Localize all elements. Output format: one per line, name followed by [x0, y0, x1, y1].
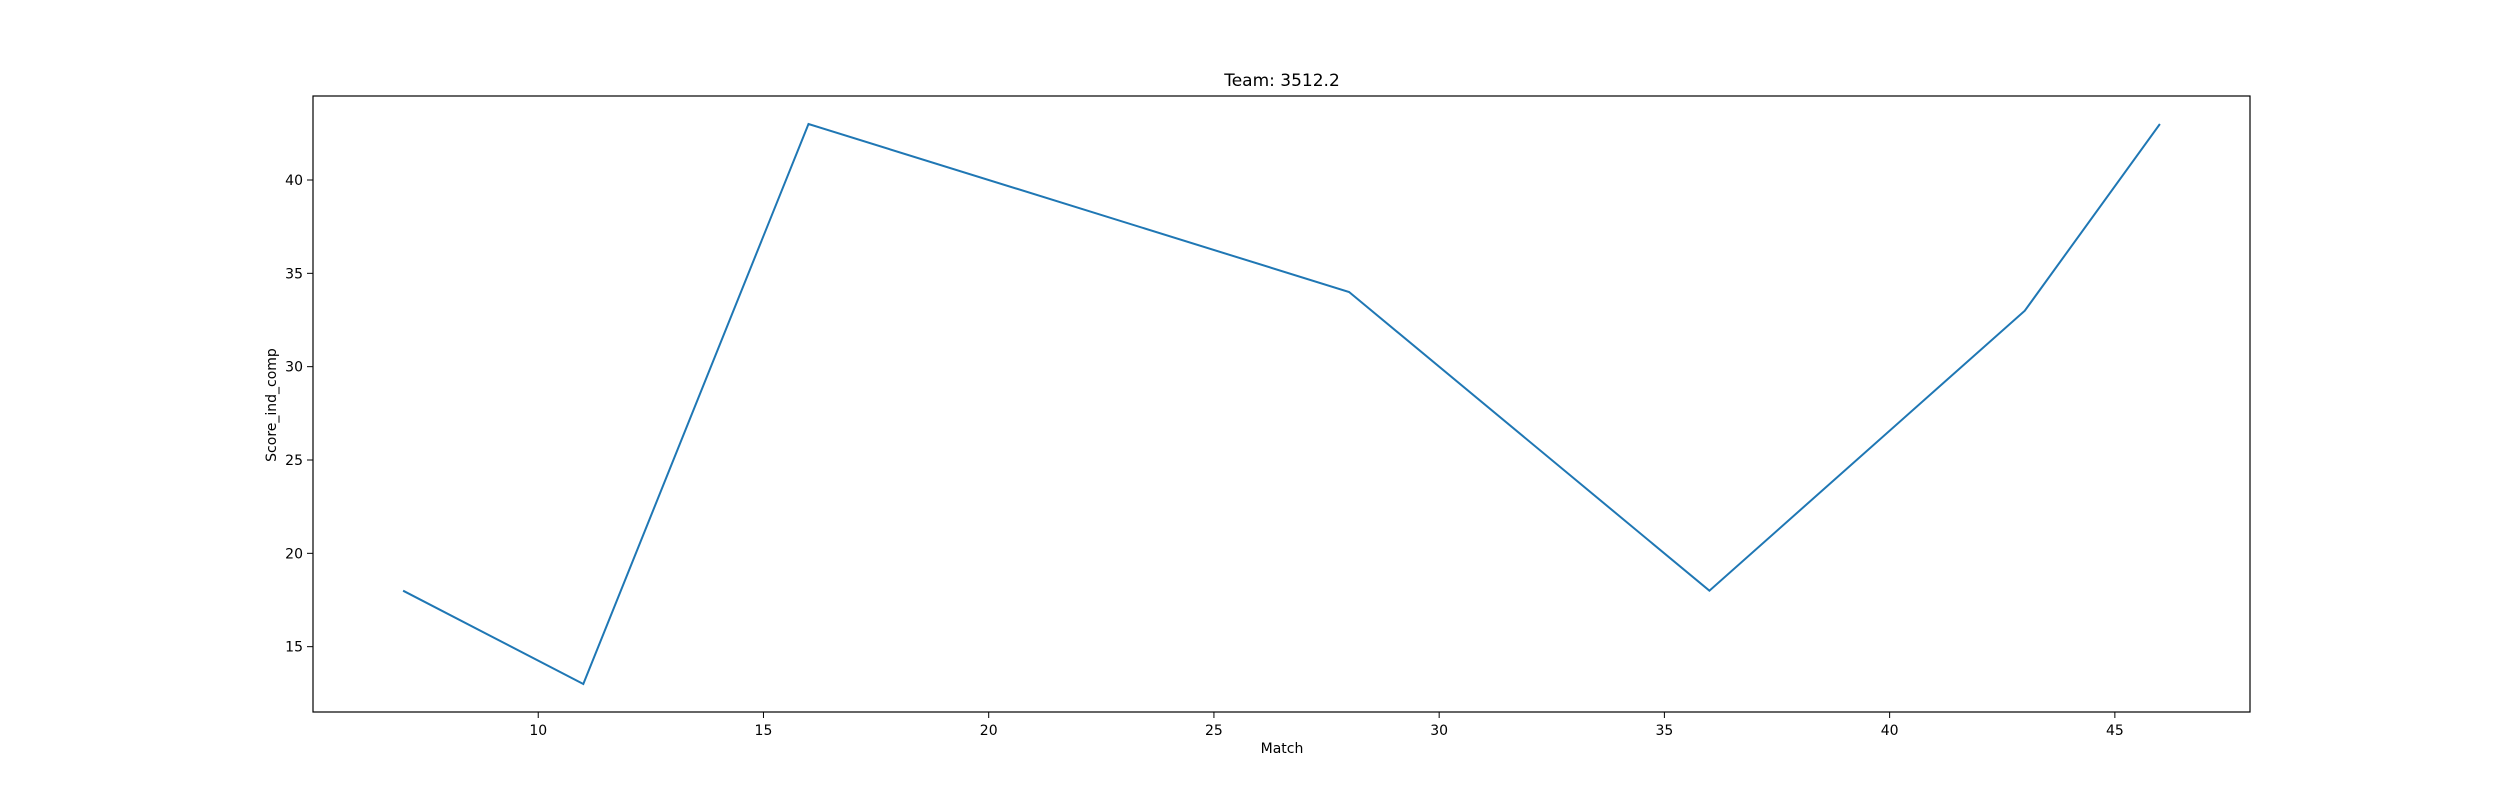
x-tick-label: 25 [1205, 723, 1223, 739]
x-tick-label: 20 [980, 723, 998, 739]
y-tick-label: 40 [285, 173, 303, 189]
x-tick-label: 40 [1881, 723, 1899, 739]
y-tick-label: 25 [285, 453, 303, 469]
y-tick-label: 20 [285, 546, 303, 562]
x-tick-label: 45 [2106, 723, 2124, 739]
y-axis-label: Score_ind_comp [264, 348, 280, 462]
y-tick-label: 15 [285, 640, 303, 656]
series-line [402, 122, 2161, 686]
plot-area: 10 15 20 25 30 35 40 45 15 20 25 30 35 40 [285, 95, 2251, 739]
x-tick-label: 15 [755, 723, 773, 739]
y-tick-label: 35 [285, 266, 303, 282]
x-tick-label: 30 [1430, 723, 1448, 739]
x-axis-label: Match [1261, 741, 1304, 757]
y-tick-label: 30 [285, 360, 303, 376]
x-tick-label: 35 [1655, 723, 1673, 739]
chart-title: Team: 3512.2 [1223, 71, 1340, 91]
axes-frame [312, 95, 2251, 713]
x-tick-label: 10 [529, 723, 547, 739]
